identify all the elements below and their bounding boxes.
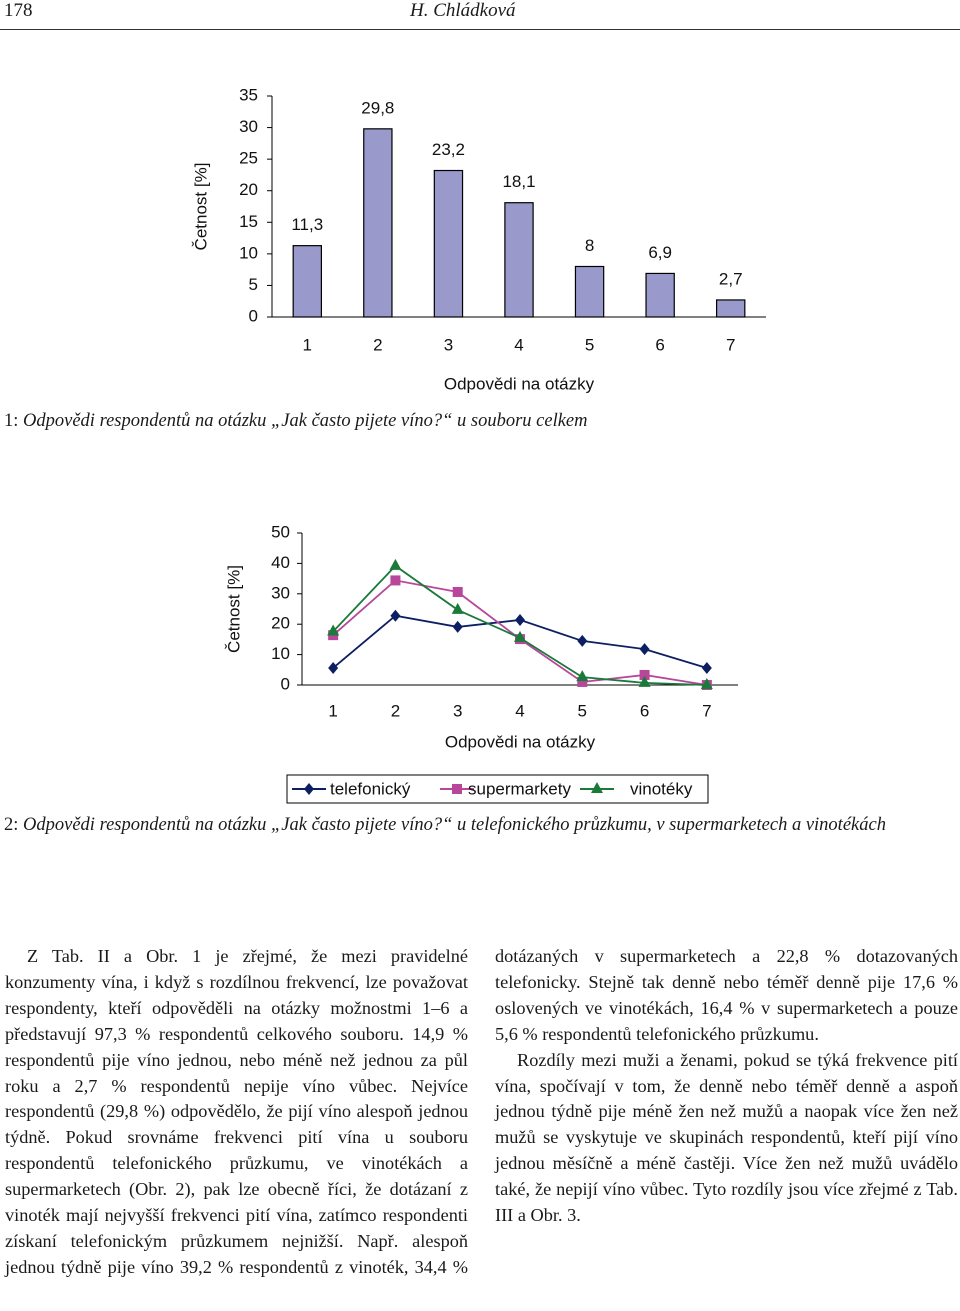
x-axis-title: Odpovědi na otázky bbox=[444, 374, 595, 393]
x-tick-label: 6 bbox=[640, 701, 649, 720]
data-label: 11,3 bbox=[291, 215, 323, 234]
y-tick-label: 35 bbox=[239, 85, 258, 104]
page-number: 178 bbox=[4, 0, 33, 21]
y-tick-label: 30 bbox=[271, 583, 290, 602]
y-tick-label: 40 bbox=[271, 553, 290, 572]
paragraph: Z Tab. II a Obr. 1 je zřejmé, že mezi pr… bbox=[5, 946, 958, 1277]
bar bbox=[645, 272, 675, 318]
legend-box bbox=[286, 774, 709, 804]
bar bbox=[574, 265, 605, 318]
legend-marker bbox=[452, 784, 462, 794]
marker bbox=[514, 630, 526, 642]
running-head: H. Chládková bbox=[410, 0, 516, 21]
data-label: 6,9 bbox=[648, 243, 672, 262]
marker bbox=[390, 609, 401, 622]
marker bbox=[328, 661, 339, 674]
legend-label: vinotéky bbox=[630, 779, 693, 798]
y-tick-label: 50 bbox=[271, 522, 290, 541]
marker bbox=[701, 661, 712, 674]
caption-text: Odpovědi respondentů na otázku „Jak čast… bbox=[23, 411, 588, 431]
marker bbox=[327, 624, 340, 636]
x-tick-label: 3 bbox=[444, 335, 453, 354]
legend-marker bbox=[591, 782, 603, 793]
x-tick-label: 7 bbox=[702, 701, 711, 720]
x-tick-label: 2 bbox=[373, 335, 382, 354]
marker bbox=[700, 678, 713, 689]
legend-marker bbox=[304, 783, 314, 795]
y-axis-title: Četnost [%] bbox=[224, 565, 243, 653]
y-tick-label: 10 bbox=[239, 243, 258, 262]
bar bbox=[363, 128, 393, 318]
paragraph: Rozdíly mezi muži a ženami, pokud se týk… bbox=[495, 1049, 958, 1226]
caption: 1: Odpovědi respondentů na otázku „Jak č… bbox=[4, 408, 956, 434]
marker bbox=[639, 669, 650, 680]
y-tick-label: 10 bbox=[271, 644, 290, 663]
x-tick-label: 5 bbox=[585, 335, 594, 354]
legend-label: supermarkety bbox=[468, 779, 571, 798]
bar bbox=[292, 245, 322, 318]
y-tick-label: 20 bbox=[271, 614, 290, 633]
y-tick-label: 20 bbox=[239, 180, 258, 199]
y-tick-label: 30 bbox=[239, 117, 258, 136]
y-tick-label: 5 bbox=[249, 275, 258, 294]
marker bbox=[639, 643, 650, 656]
legend-label: telefonický bbox=[330, 779, 411, 798]
x-tick-label: 4 bbox=[515, 701, 524, 720]
bar bbox=[715, 299, 746, 318]
marker bbox=[451, 602, 464, 614]
body-text: Z Tab. II a Obr. 1 je zřejmé, že mezi pr… bbox=[5, 944, 958, 1304]
marker bbox=[638, 675, 651, 687]
caption-text: Odpovědi respondentů na otázku „Jak čast… bbox=[23, 815, 886, 835]
x-tick-label: 5 bbox=[578, 701, 587, 720]
x-tick-label: 4 bbox=[514, 335, 523, 354]
y-axis-title: Četnost [%] bbox=[191, 163, 210, 251]
caption-number: 1: bbox=[4, 411, 19, 431]
data-label: 2,7 bbox=[719, 269, 743, 288]
data-label: 8 bbox=[585, 236, 594, 255]
marker bbox=[452, 586, 463, 597]
x-tick-label: 7 bbox=[726, 335, 735, 354]
data-label: 29,8 bbox=[361, 98, 394, 117]
marker bbox=[577, 634, 588, 647]
caption: 2: Odpovědi respondentů na otázku „Jak č… bbox=[4, 812, 956, 838]
x-tick-label: 1 bbox=[328, 701, 337, 720]
y-tick-label: 15 bbox=[239, 212, 258, 231]
bar bbox=[433, 169, 464, 318]
header-rule bbox=[0, 29, 960, 30]
marker bbox=[389, 558, 402, 570]
marker bbox=[515, 613, 525, 626]
x-tick-label: 2 bbox=[391, 701, 400, 720]
marker bbox=[577, 676, 588, 687]
marker bbox=[452, 620, 463, 633]
data-label: 23,2 bbox=[432, 140, 465, 159]
marker bbox=[576, 670, 589, 682]
y-tick-label: 0 bbox=[249, 306, 258, 325]
x-tick-label: 1 bbox=[303, 335, 312, 354]
y-tick-label: 0 bbox=[281, 674, 290, 693]
bar bbox=[504, 202, 534, 318]
x-tick-label: 3 bbox=[453, 701, 462, 720]
marker bbox=[390, 575, 401, 586]
y-tick-label: 25 bbox=[239, 149, 258, 168]
data-label: 18,1 bbox=[502, 172, 535, 191]
x-axis-title: Odpovědi na otázky bbox=[445, 732, 596, 751]
x-tick-label: 6 bbox=[655, 335, 664, 354]
caption-number: 2: bbox=[4, 815, 19, 835]
